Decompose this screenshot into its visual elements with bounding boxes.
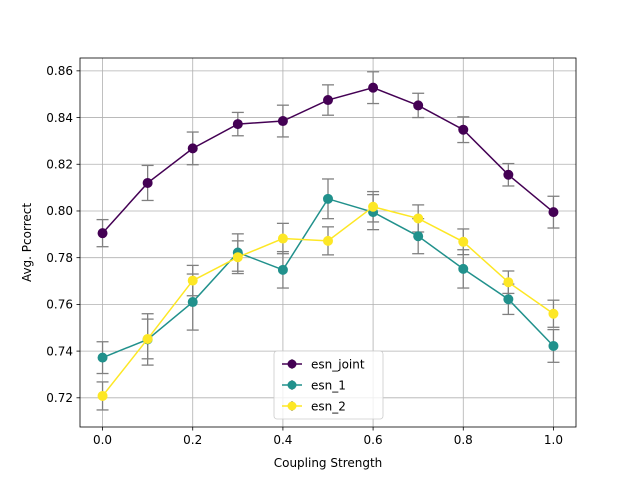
data-point <box>458 263 469 274</box>
data-point <box>323 95 333 106</box>
data-point <box>548 340 559 351</box>
data-point <box>503 169 514 180</box>
data-point <box>413 213 424 224</box>
data-point <box>232 119 243 130</box>
x-tick-label: 0.2 <box>183 433 202 447</box>
series-esn-2 <box>97 201 559 401</box>
legend: esn_joint esn_1 esn_2 <box>273 350 384 420</box>
y-tick-label: 0.80 <box>46 204 73 218</box>
data-point <box>503 294 514 305</box>
legend-marker <box>287 359 297 369</box>
data-point <box>142 177 153 188</box>
data-point <box>277 233 288 244</box>
data-point <box>323 193 333 204</box>
data-point <box>548 207 559 218</box>
legend-item-esn-1: esn_1 <box>282 378 346 392</box>
data-point <box>187 297 198 308</box>
plot-frame <box>79 57 577 428</box>
data-point <box>368 82 379 93</box>
data-point <box>97 352 108 363</box>
data-point <box>277 264 288 275</box>
legend-label: esn_joint <box>311 357 365 371</box>
x-tick-label: 0.0 <box>93 433 112 447</box>
y-axis-label: Avg. Pcorrect <box>20 203 34 282</box>
data-point <box>368 201 379 212</box>
series-esn-1 <box>97 193 559 363</box>
y-tick-label: 0.86 <box>46 64 73 78</box>
legend-item-esn-joint: esn_joint <box>282 357 365 371</box>
data-point <box>413 231 424 242</box>
data-point <box>232 252 243 263</box>
data-point <box>413 100 424 111</box>
legend-marker <box>287 380 297 390</box>
x-axis-ticks: 0.0 0.2 0.4 0.6 0.8 1.0 <box>93 427 563 447</box>
legend-label: esn_1 <box>311 378 346 392</box>
y-axis-ticks: 0.72 0.74 0.76 0.78 0.80 0.82 0.84 0.86 <box>46 64 80 405</box>
legend-label: esn_2 <box>311 399 346 413</box>
legend-item-esn-2: esn_2 <box>282 399 346 413</box>
data-point <box>97 228 108 239</box>
data-point <box>503 277 514 288</box>
series-esn-joint <box>97 82 559 239</box>
y-tick-label: 0.76 <box>46 298 73 312</box>
x-axis-label: Coupling Strength <box>274 456 383 470</box>
data-point <box>187 275 198 286</box>
x-tick-label: 0.6 <box>364 433 383 447</box>
x-tick-label: 0.8 <box>454 433 473 447</box>
y-tick-label: 0.78 <box>46 251 73 265</box>
data-point <box>97 390 108 401</box>
series-line <box>102 197 554 359</box>
legend-box <box>273 350 384 420</box>
data-point <box>458 124 469 135</box>
data-point <box>187 143 198 154</box>
x-tick-label: 0.4 <box>273 433 292 447</box>
y-tick-label: 0.74 <box>46 344 73 358</box>
x-tick-label: 1.0 <box>544 433 563 447</box>
data-point <box>548 308 559 319</box>
data-point <box>142 333 153 344</box>
legend-marker <box>287 401 297 411</box>
series-lines <box>97 82 559 401</box>
y-tick-label: 0.82 <box>46 157 73 171</box>
data-point <box>458 236 469 247</box>
y-tick-label: 0.72 <box>46 391 73 405</box>
data-point <box>323 235 333 246</box>
data-point <box>277 116 288 127</box>
y-tick-label: 0.84 <box>46 111 73 125</box>
